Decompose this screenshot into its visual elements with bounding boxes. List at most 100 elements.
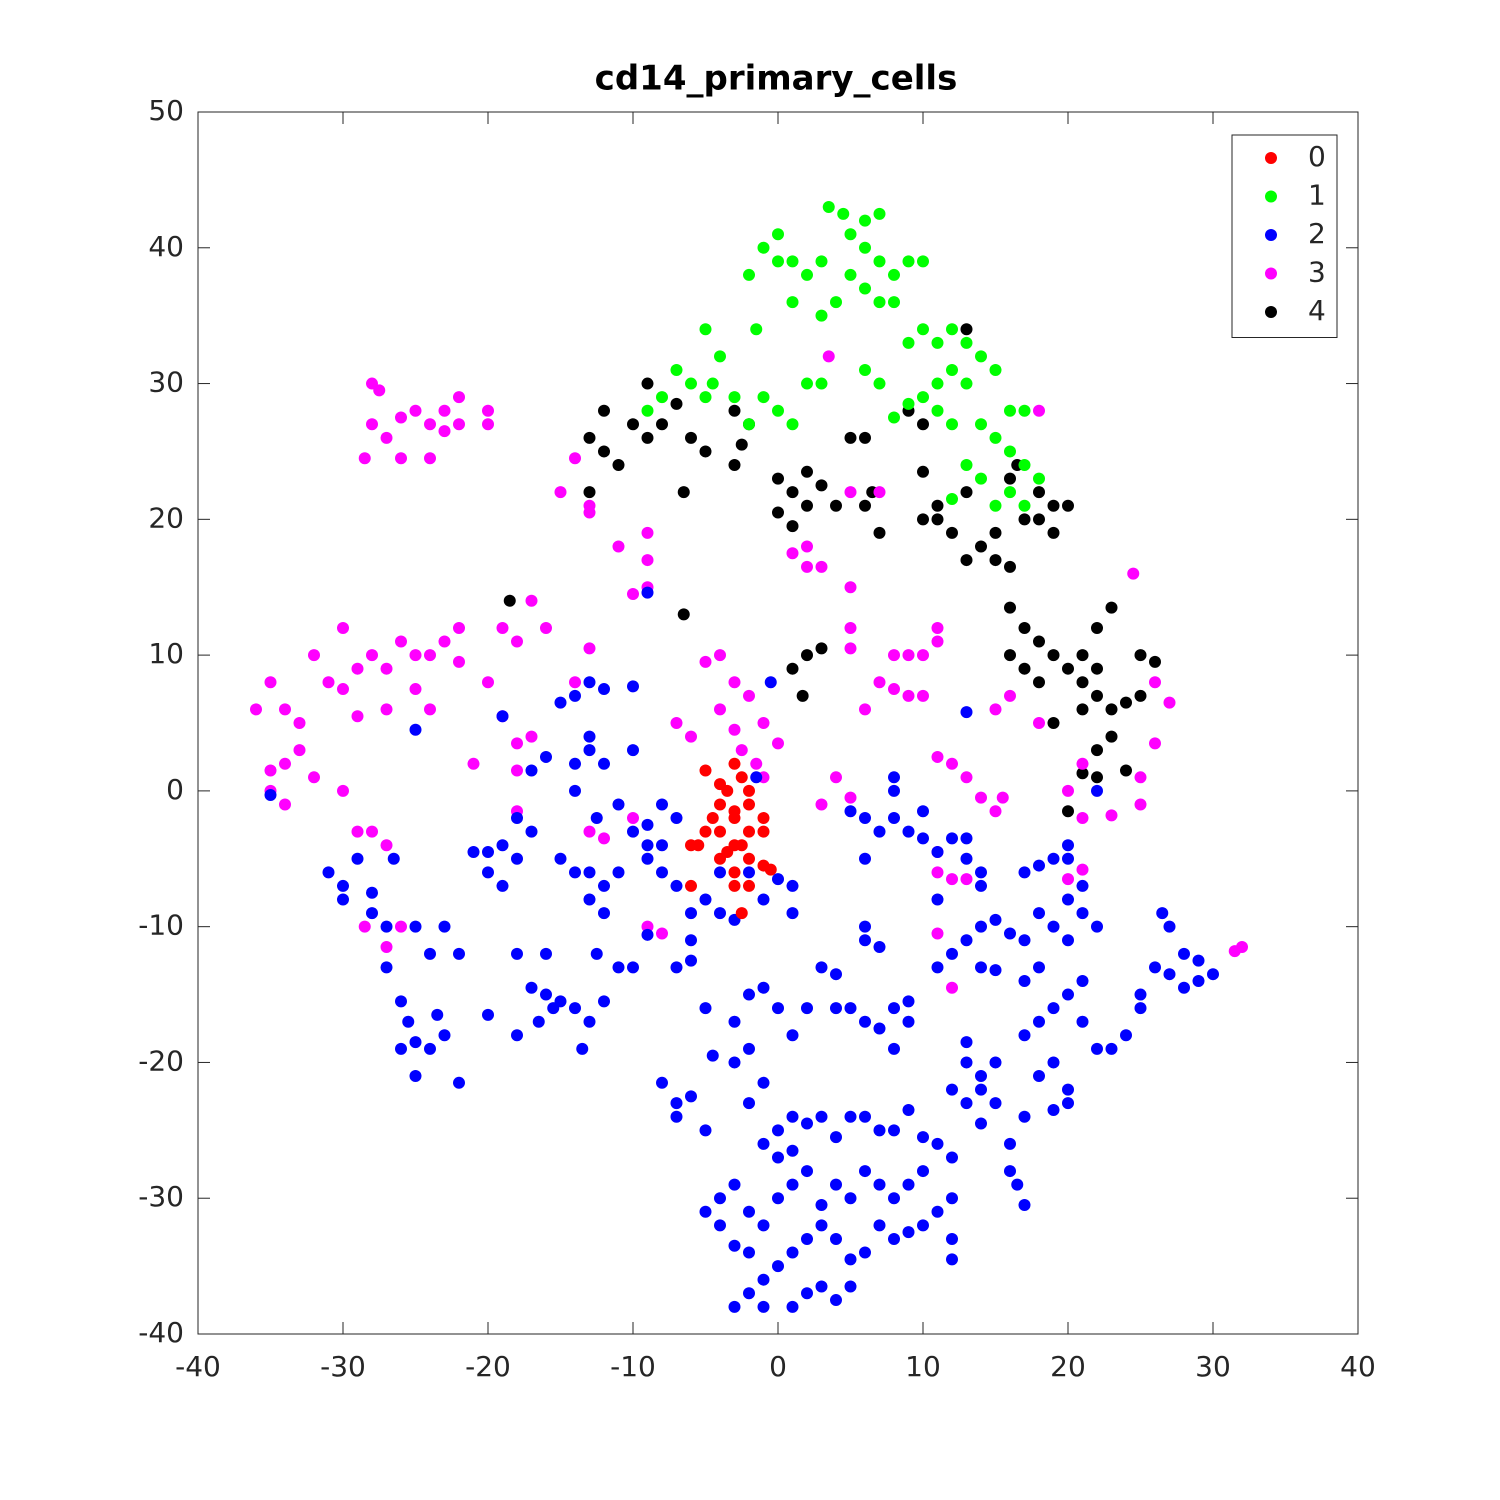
point: [1062, 839, 1074, 852]
point: [1047, 1002, 1060, 1015]
point: [569, 757, 581, 770]
point: [873, 941, 886, 954]
point: [960, 832, 973, 845]
point: [1047, 526, 1060, 539]
point: [917, 465, 929, 478]
y-tick-label: -30: [138, 1180, 184, 1213]
point: [801, 649, 813, 662]
point: [989, 526, 1002, 539]
point: [946, 363, 958, 376]
point: [590, 947, 603, 960]
point: [685, 1090, 697, 1103]
point: [873, 207, 886, 220]
point: [975, 1117, 987, 1130]
point: [496, 839, 509, 852]
point: [511, 635, 523, 648]
point: [540, 750, 552, 763]
point: [960, 1036, 973, 1049]
point: [830, 968, 842, 981]
point: [931, 499, 944, 512]
point: [902, 397, 915, 410]
point: [801, 1002, 813, 1015]
point: [815, 1280, 828, 1293]
point: [757, 717, 770, 729]
point: [322, 866, 335, 879]
point: [583, 1015, 596, 1028]
point: [1062, 988, 1074, 1001]
point: [873, 486, 886, 499]
point: [931, 866, 944, 879]
point: [438, 920, 451, 933]
point: [946, 832, 958, 845]
point: [1033, 961, 1045, 974]
point: [641, 431, 654, 444]
point: [786, 907, 799, 920]
point: [656, 391, 668, 404]
point: [1033, 676, 1045, 689]
point: [815, 560, 828, 573]
point: [786, 879, 799, 892]
point: [525, 825, 538, 838]
point: [757, 825, 770, 838]
point: [308, 649, 320, 662]
point: [366, 886, 378, 899]
point: [1033, 635, 1045, 648]
point: [1091, 744, 1103, 757]
point: [706, 377, 719, 390]
point: [1033, 1070, 1045, 1083]
legend-marker: [1265, 229, 1277, 241]
point: [308, 771, 320, 784]
point: [975, 472, 987, 485]
legend-label: 0: [1308, 140, 1326, 173]
point: [888, 268, 900, 281]
y-tick-label: -10: [138, 909, 184, 942]
point: [583, 866, 596, 879]
point: [699, 1205, 712, 1218]
point: [1033, 513, 1045, 526]
point: [264, 764, 277, 777]
point: [380, 941, 393, 954]
point: [612, 459, 625, 472]
point: [1004, 601, 1016, 614]
point: [757, 1273, 770, 1286]
point: [351, 852, 364, 865]
point: [859, 241, 871, 254]
point: [1076, 974, 1089, 987]
point: [373, 384, 386, 397]
point: [989, 431, 1002, 444]
point: [902, 1103, 915, 1116]
point: [511, 812, 523, 825]
point: [482, 404, 494, 417]
point: [1062, 1097, 1074, 1110]
point: [598, 907, 610, 920]
point: [706, 1049, 719, 1062]
point: [844, 228, 857, 241]
point: [612, 540, 625, 553]
point: [583, 744, 596, 757]
point: [844, 1110, 857, 1123]
point: [960, 486, 973, 499]
point: [1149, 961, 1161, 974]
point: [714, 907, 726, 920]
point: [540, 621, 552, 634]
point: [1178, 981, 1190, 994]
point: [735, 907, 748, 920]
point: [706, 812, 719, 825]
point: [409, 683, 422, 696]
point: [743, 268, 755, 281]
point: [467, 845, 480, 858]
point: [743, 1097, 755, 1110]
point: [1149, 655, 1161, 668]
point: [888, 1192, 900, 1205]
point: [837, 207, 850, 220]
point: [960, 459, 973, 472]
point: [598, 995, 610, 1008]
point: [627, 744, 639, 757]
point: [641, 377, 654, 390]
point: [612, 961, 625, 974]
point: [975, 418, 987, 431]
point: [1091, 771, 1103, 784]
point: [641, 526, 654, 539]
point: [796, 689, 809, 702]
